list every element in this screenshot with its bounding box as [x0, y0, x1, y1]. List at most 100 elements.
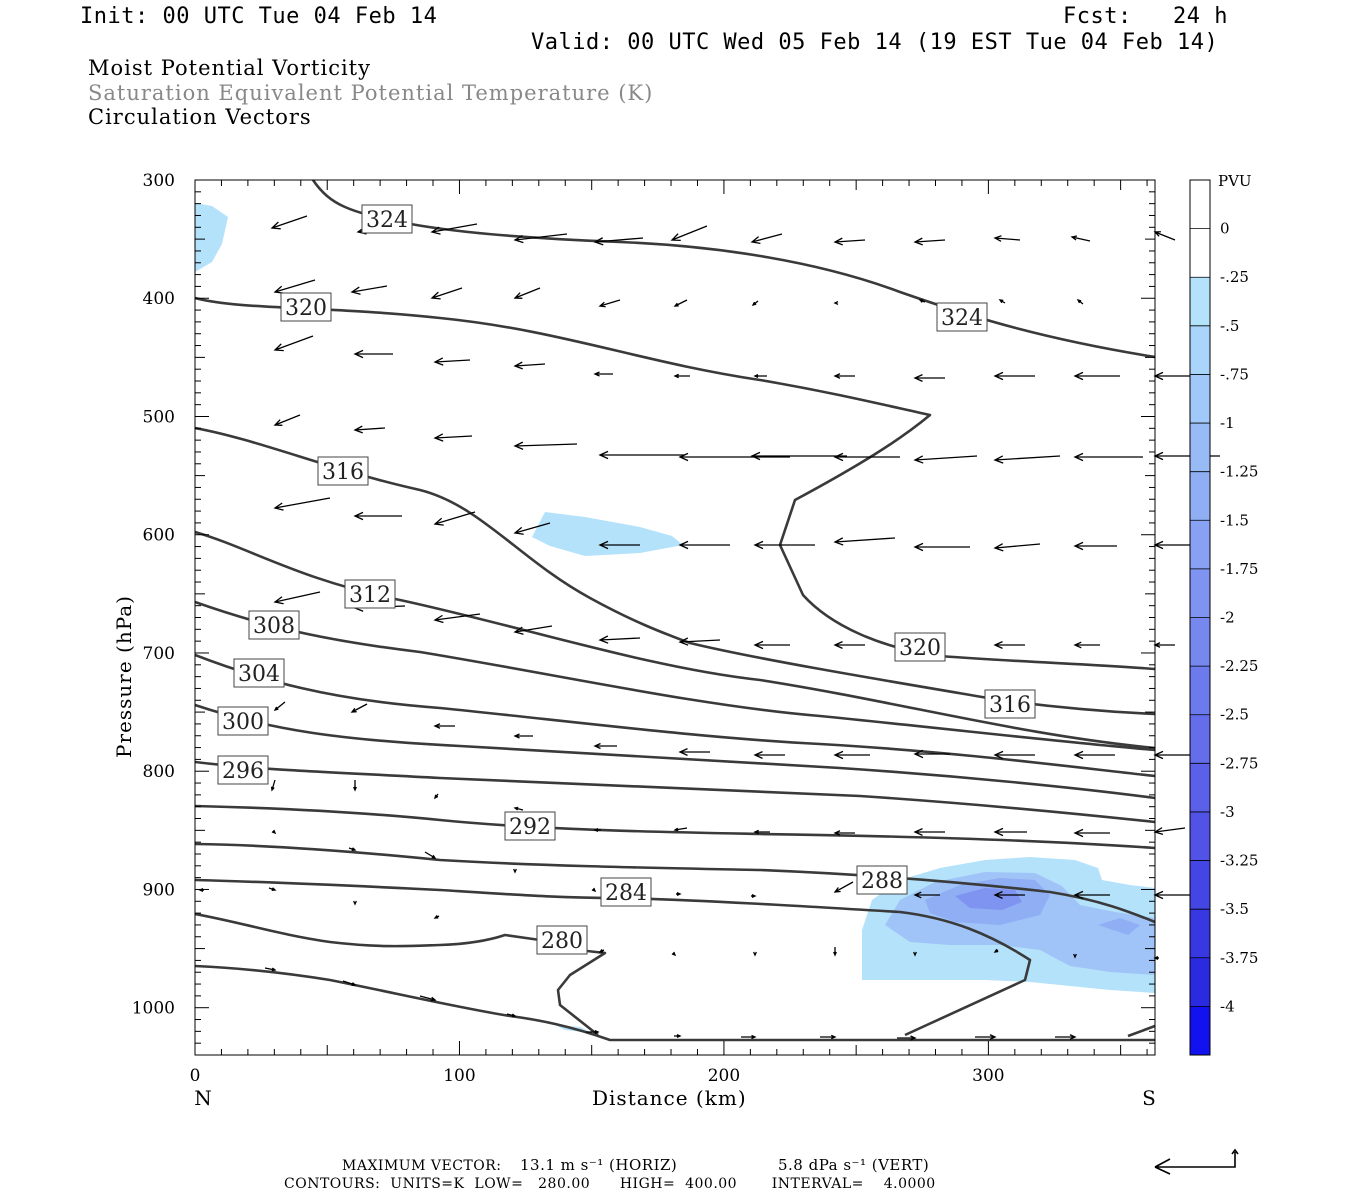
colorbar-swatch [1190, 909, 1210, 959]
colorbar-swatch [1190, 471, 1210, 521]
pv-colorbar: PVU 0 -.25 -.5 -.75 -1 -1.25 -1.5 -1.75 -2 -2.25 -2… [1189, 172, 1258, 1056]
x-tick-label: 200 [708, 1066, 740, 1086]
contour-label: 284 [605, 881, 647, 906]
title-mpv: Moist Potential Vorticity [88, 56, 371, 80]
colorbar-level: -1.25 [1220, 463, 1258, 481]
colorbar-swatch [1190, 423, 1210, 473]
colorbar-level: -3.75 [1220, 949, 1258, 967]
circulation-vector [433, 613, 481, 624]
y-tick-label: 700 [143, 644, 175, 664]
circulation-vector [1073, 641, 1100, 649]
circulation-vector [833, 373, 855, 379]
contour-300 [195, 703, 1155, 800]
circulation-vector [753, 751, 785, 759]
max-vector-vert: 5.8 dPa s⁻¹ (VERT) [778, 1156, 930, 1174]
contour-label-box [217, 755, 269, 785]
colorbar-unit: PVU [1218, 172, 1252, 190]
circulation-vector [833, 237, 866, 246]
circulation-vector [593, 828, 601, 832]
circulation-vector [342, 980, 357, 986]
contour-label-box [856, 865, 908, 895]
circulation-vector [513, 868, 517, 874]
circulation-vector [1153, 642, 1175, 648]
circulation-vector [598, 949, 605, 953]
circulation-vector [670, 225, 708, 242]
colorbar-swatch [1190, 228, 1210, 278]
circulation-vector [671, 951, 677, 957]
colorbar-swatch [1190, 957, 1210, 1007]
circulation-vector [993, 235, 1021, 242]
y-tick-label: 1000 [132, 999, 175, 1019]
contour-308 [195, 600, 1155, 752]
circulation-vector [833, 750, 870, 760]
contour-label: 324 [941, 306, 983, 331]
circulation-vector [678, 540, 730, 550]
circulation-vector [1073, 750, 1115, 760]
pv-region-midlevel [532, 512, 683, 556]
colorbar-swatch [1190, 763, 1210, 813]
circulation-vector [513, 441, 578, 450]
circulation-vector [350, 285, 388, 295]
circulation-vector [1073, 371, 1120, 381]
circulation-vector [598, 299, 621, 308]
circulation-vector [753, 951, 757, 957]
contour-label-box [536, 925, 588, 955]
circulation-vector [1153, 956, 1159, 960]
circulation-vector [913, 828, 945, 836]
contour-280 [195, 912, 607, 1037]
circulation-vector [1073, 828, 1110, 838]
circulation-vector [513, 361, 546, 370]
colorbar-swatch [1190, 811, 1210, 862]
colorbar-swatch [1190, 374, 1210, 424]
contour-324 [311, 180, 1155, 359]
valid-time: Valid: 00 UTC Wed 05 Feb 14 (19 EST Tue … [531, 30, 1219, 55]
contour-label-box [894, 632, 946, 662]
colorbar-level: -1.5 [1220, 511, 1249, 529]
colorbar-level: -3.5 [1220, 900, 1249, 918]
circulation-vector [353, 511, 402, 521]
contour-label: 280 [541, 929, 583, 954]
y-tick-label: 600 [143, 526, 175, 546]
south-label: S [1142, 1086, 1156, 1110]
circulation-vector [897, 1035, 917, 1041]
circulation-vector [264, 967, 277, 972]
circulation-vector [353, 425, 386, 434]
forecast-hour: Fcst: 24 h [1063, 4, 1228, 29]
title-vectors: Circulation Vectors [88, 105, 312, 129]
circulation-vector [350, 703, 368, 713]
contour-276-b [1127, 1024, 1155, 1038]
circulation-vector [593, 237, 644, 246]
circulation-vector [353, 780, 357, 792]
circulation-vector [833, 830, 855, 836]
contour-292 [195, 804, 1155, 850]
circulation-vector [433, 433, 473, 442]
colorbar-level: -.75 [1220, 365, 1249, 383]
circulation-vector [1073, 541, 1117, 551]
circulation-vector [1153, 750, 1195, 760]
circulation-vector [1153, 827, 1186, 835]
circulation-vector [598, 540, 640, 550]
colorbar-level: -2.5 [1220, 706, 1249, 724]
colorbar-level: -.25 [1220, 268, 1249, 286]
contour-288 [195, 842, 1155, 924]
circulation-vector [673, 373, 690, 379]
circulation-vector [676, 892, 682, 896]
circulation-vector [833, 537, 896, 546]
contour-label-box [936, 302, 988, 332]
circulation-vector [678, 637, 721, 646]
colorbar-swatch [1190, 277, 1210, 327]
contour-label-box [984, 689, 1036, 719]
colorbar-level: -2.75 [1220, 754, 1258, 772]
pv-region-lowlevel-4 [955, 888, 1022, 910]
colorbar-level: -3.25 [1220, 852, 1258, 870]
contour-label: 320 [285, 296, 327, 321]
circulation-vector [833, 881, 854, 893]
circulation-vector [913, 951, 917, 957]
circulation-vector [1073, 953, 1077, 959]
circulation-vector [993, 371, 1035, 381]
contour-label-box [317, 456, 369, 486]
y-tick-label: 300 [143, 171, 175, 191]
north-label: N [194, 1086, 212, 1110]
circulation-vector [273, 591, 321, 605]
axis-ticks [194, 179, 1155, 1056]
